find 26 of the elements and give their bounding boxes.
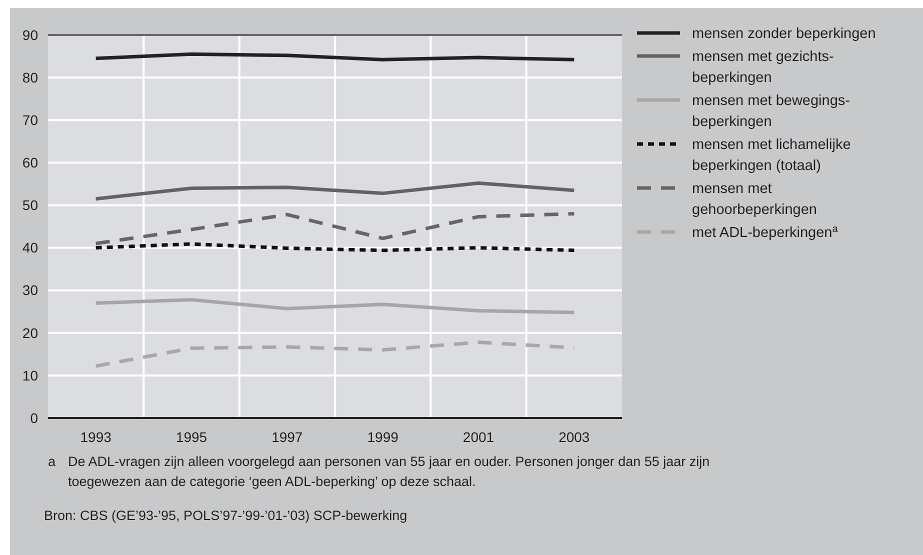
x-tick-label: 1993: [80, 429, 112, 445]
line-series: [94, 298, 576, 314]
text: a De ADL-vragen zijn alleen voorgelegd aan personen van 55 jaar en ouder. Personen jonger dan 55 jaar zijn toegewezen aan de categorie ‘geen ADL-beperking’ op deze schaal.: [48, 454, 710, 489]
line-series: [94, 181, 576, 201]
line-series: [94, 340, 576, 368]
y-tick-label: 0: [30, 410, 38, 426]
legend-label: met ADL-beperkingen$^{a}$: [692, 224, 838, 241]
y-tick-label: 80: [22, 69, 38, 86]
y-tick-label: 30: [22, 282, 38, 298]
text: Bron: CBS (GE’93-’95, POLS’97-’99-’01-’03) SCP-bewerking: [44, 508, 408, 523]
legend-label: mensen met lichamelijke beperkingen (totaal): [692, 137, 851, 174]
legend-label: mensen zonder beperkingen: [692, 26, 876, 42]
y-tick-label: 50: [22, 197, 38, 214]
y-tick-label: 20: [22, 324, 38, 341]
y-tick-label: 60: [22, 154, 38, 171]
y-tick-label: 70: [22, 112, 38, 128]
y-tick-label: 90: [22, 26, 38, 43]
x-tick-label: 2003: [558, 429, 590, 445]
line-series: [94, 242, 576, 252]
line-series: [94, 212, 576, 246]
x-tick-label: 1995: [176, 429, 208, 445]
x-tick-label: 1999: [367, 429, 399, 445]
x-tick-label: 1997: [272, 429, 303, 445]
y-tick-label: 40: [22, 240, 38, 256]
y-tick-label: 10: [22, 367, 38, 384]
x-tick-label: 2001: [462, 429, 494, 445]
